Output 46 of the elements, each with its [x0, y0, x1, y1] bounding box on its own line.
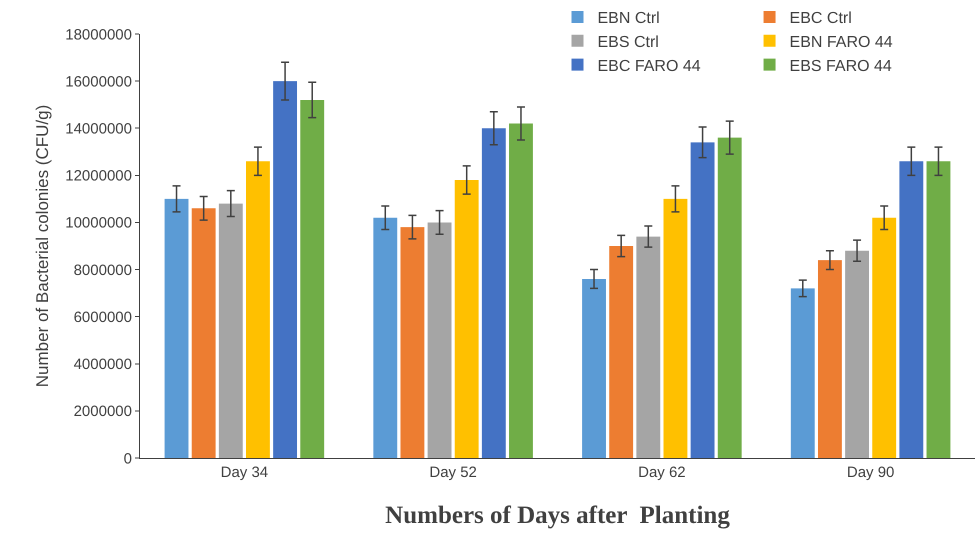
y-tick-label: 8000000	[74, 262, 132, 279]
bar	[582, 278, 606, 458]
bar	[790, 288, 815, 458]
bar	[926, 161, 950, 458]
bar	[454, 180, 479, 458]
legend-label: EBN FARO 44	[790, 34, 893, 52]
x-tick-label: Day 90	[846, 464, 894, 481]
y-axis-title: Number of Bacterial colonies (CFU/g)	[32, 104, 52, 388]
x-tick-label: Day 52	[429, 464, 477, 481]
bar	[899, 161, 924, 458]
bar	[872, 218, 896, 458]
bar	[636, 236, 660, 458]
bar	[718, 138, 742, 458]
bar	[246, 161, 270, 458]
bar	[845, 250, 869, 458]
legend-label: EBN Ctrl	[598, 10, 660, 28]
y-tick-label: 4000000	[74, 356, 132, 374]
bar	[273, 81, 298, 458]
legend-label: EBC Ctrl	[790, 10, 852, 28]
bar	[482, 128, 506, 458]
x-tick-label: Day 34	[220, 464, 268, 481]
bar	[400, 227, 424, 458]
bar	[192, 208, 216, 458]
legend-label: EBS Ctrl	[598, 34, 659, 52]
y-tick-label: 10000000	[65, 214, 132, 232]
bar	[664, 198, 688, 458]
bar	[373, 218, 398, 458]
y-tick-label: 6000000	[74, 308, 132, 326]
bar	[300, 100, 324, 458]
legend-label: EBC FARO 44	[598, 58, 701, 75]
x-axis-title: Numbers of Days after Planting	[385, 502, 730, 529]
y-tick-label: 16000000	[65, 73, 132, 90]
y-tick-label: 18000000	[65, 26, 132, 44]
bar	[509, 124, 533, 458]
bar	[218, 204, 243, 458]
legend-label: EBS FARO 44	[790, 58, 892, 75]
bar	[690, 142, 715, 458]
y-tick-label: 12000000	[65, 168, 132, 185]
y-tick-label: 0	[124, 450, 132, 468]
y-tick-label: 2000000	[74, 403, 132, 420]
bar	[609, 246, 634, 458]
bar	[818, 260, 842, 458]
y-tick-label: 14000000	[65, 120, 132, 138]
bar	[428, 222, 452, 458]
bar	[164, 198, 188, 458]
x-tick-label: Day 62	[638, 464, 686, 481]
